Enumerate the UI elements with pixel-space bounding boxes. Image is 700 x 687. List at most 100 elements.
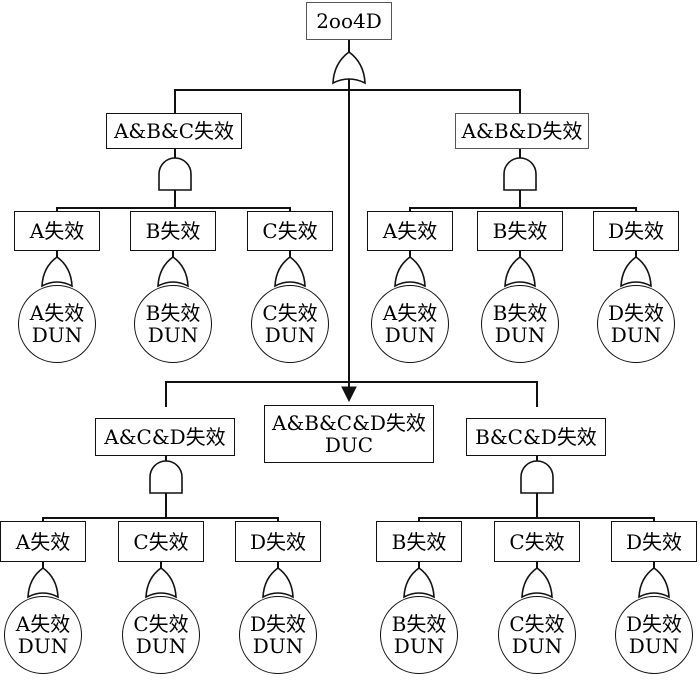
connector-line <box>165 456 167 462</box>
connector-line <box>174 188 176 208</box>
cause-label: A失效 <box>15 612 71 636</box>
basic-event-label: D失效 <box>625 529 683 554</box>
cause-sublabel: DUN <box>494 323 546 347</box>
cause-circle: D失效 DUN <box>239 596 317 674</box>
and-gate-icon <box>158 157 192 191</box>
connector-line <box>172 251 174 259</box>
top-event-label: 2oo4D <box>316 9 382 33</box>
cause-circle: A失效 DUN <box>371 285 449 363</box>
top-event-box: 2oo4D <box>306 2 392 40</box>
main-arrow-line <box>348 78 350 388</box>
basic-event-box: C失效 <box>247 211 333 251</box>
or-gate-icon <box>274 256 306 288</box>
group-event-box: A&C&D失效 <box>95 418 235 456</box>
or-gate-icon <box>157 256 189 288</box>
connector-line <box>519 147 521 159</box>
connector-line <box>56 207 290 209</box>
basic-event-box: B失效 <box>477 211 563 251</box>
cause-circle: C失效 DUN <box>498 596 576 674</box>
cause-sublabel: DUN <box>393 634 445 658</box>
cause-sublabel: DUN <box>17 634 69 658</box>
cause-circle: C失效 DUN <box>251 285 329 363</box>
or-gate-icon <box>521 567 553 599</box>
cause-circle: D失效 DUN <box>597 285 675 363</box>
basic-event-label: C失效 <box>262 219 318 243</box>
connector-line <box>409 251 411 259</box>
basic-event-box: B失效 <box>130 211 216 251</box>
or-gate-icon <box>145 567 177 599</box>
cause-circle: B失效 DUN <box>134 285 212 363</box>
basic-event-box: C失效 <box>118 521 204 562</box>
common-cause-box: A&B&C&D失效 DUC <box>264 405 434 463</box>
basic-event-label: B失效 <box>145 219 201 243</box>
connector-line <box>56 207 58 211</box>
group-event-box: B&C&D失效 <box>466 418 606 456</box>
connector-line <box>56 251 58 259</box>
cause-label: A失效 <box>382 301 438 325</box>
basic-event-box: D失效 <box>611 521 697 562</box>
or-gate-icon <box>504 256 536 288</box>
cause-label: A失效 <box>29 301 85 325</box>
connector-line <box>277 562 279 570</box>
cause-circle: A失效 DUN <box>4 596 82 674</box>
cause-label: C失效 <box>262 301 318 325</box>
cause-circle: D失效 DUN <box>615 596 693 674</box>
connector-line <box>409 207 411 211</box>
cause-label: B失效 <box>492 301 548 325</box>
or-gate-icon <box>620 256 652 288</box>
and-gate-icon <box>520 460 554 494</box>
basic-event-box: C失效 <box>494 521 580 562</box>
basic-event-box: D失效 <box>593 211 679 251</box>
group-event-box: A&B&C失效 <box>106 113 242 149</box>
or-gate-icon <box>403 567 435 599</box>
arrow-head-icon <box>341 386 357 403</box>
basic-event-label: A失效 <box>382 219 438 243</box>
cause-sublabel: DUN <box>31 323 83 347</box>
basic-event-box: B失效 <box>376 521 462 562</box>
basic-event-label: D失效 <box>607 219 665 243</box>
cause-circle: B失效 DUN <box>481 285 559 363</box>
basic-event-label: D失效 <box>249 529 307 554</box>
group-event-label: A&B&D失效 <box>461 119 583 143</box>
cause-label: C失效 <box>509 612 565 636</box>
cause-sublabel: DUN <box>135 634 187 658</box>
basic-event-label: B失效 <box>391 529 447 554</box>
or-gate-icon <box>262 567 294 599</box>
connector-line <box>277 517 279 521</box>
basic-event-label: A失效 <box>15 529 71 554</box>
or-gate-icon <box>41 256 73 288</box>
connector-line <box>160 562 162 570</box>
connector-line <box>418 562 420 570</box>
cause-sublabel: DUN <box>610 323 662 347</box>
connector-line <box>348 40 350 60</box>
and-gate-icon <box>149 460 183 494</box>
connector-line <box>418 517 654 519</box>
basic-event-box: A失效 <box>0 521 86 562</box>
connector-line <box>536 492 538 518</box>
cause-circle: C失效 DUN <box>122 596 200 674</box>
connector-line <box>536 456 538 462</box>
connector-line <box>519 251 521 259</box>
basic-event-label: A失效 <box>29 219 85 243</box>
connector-line <box>653 517 655 521</box>
or-gate-icon <box>27 567 59 599</box>
cause-sublabel: DUN <box>147 323 199 347</box>
connector-line <box>165 492 167 518</box>
connector-line <box>653 562 655 570</box>
cause-label: D失效 <box>625 612 683 636</box>
connector-line <box>42 562 44 570</box>
cause-sublabel: DUN <box>628 634 680 658</box>
connector-line <box>42 517 44 521</box>
cause-sublabel: DUN <box>384 323 436 347</box>
group-event-label: A&B&C失效 <box>113 119 235 143</box>
cause-label: B失效 <box>391 612 447 636</box>
cause-label: D失效 <box>607 301 665 325</box>
basic-event-label: B失效 <box>492 219 548 243</box>
cause-circle: A失效 DUN <box>18 285 96 363</box>
connector-line <box>165 381 537 383</box>
connector-line <box>536 381 538 407</box>
or-gate-icon <box>394 256 426 288</box>
basic-event-label: C失效 <box>509 529 565 554</box>
basic-event-box: D失效 <box>235 521 321 562</box>
